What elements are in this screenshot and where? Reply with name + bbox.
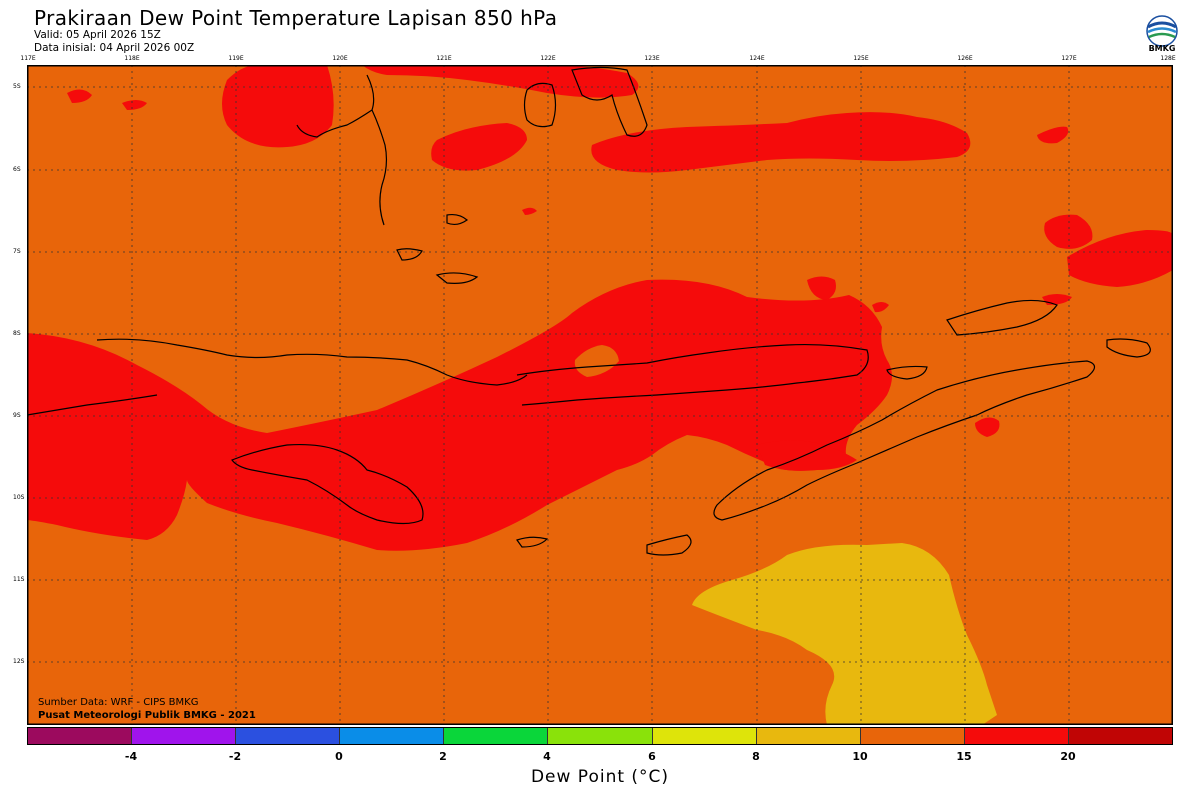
lat-label: 5S [13, 83, 21, 90]
colorbar-segment [652, 728, 757, 744]
colorbar-tick-label: 15 [956, 750, 972, 763]
alor-coast [886, 365, 928, 380]
colorbar [27, 727, 1173, 745]
lat-label: 7S [13, 248, 21, 255]
colorbar-tick-label: 4 [543, 750, 551, 763]
dewpoint-8-10-region [692, 543, 997, 725]
lat-label: 8S [13, 330, 21, 337]
lon-label: 123E [644, 55, 660, 62]
colorbar-tick-label: 0 [335, 750, 343, 763]
flores-sea-islands [396, 213, 479, 284]
colorbar-segment [444, 728, 549, 744]
colorbar-tick-label: 20 [1060, 750, 1076, 763]
kisar-coast [1106, 338, 1151, 358]
lon-label: 126E [957, 55, 973, 62]
colorbar-tick-label: -4 [124, 750, 138, 763]
colorbar-segment [1068, 728, 1173, 744]
sulawesi-coast [296, 74, 388, 226]
colorbar-tick-label: 2 [439, 750, 447, 763]
colorbar-tick-label: 10 [852, 750, 868, 763]
lon-label: 118E [124, 55, 140, 62]
lon-label: 122E [540, 55, 556, 62]
map-graticule [27, 65, 1173, 725]
lon-label: 125E [853, 55, 869, 62]
lon-label: 124E [749, 55, 765, 62]
colorbar-tick-label: 8 [752, 750, 760, 763]
colorbar-tick-label: -2 [228, 750, 242, 763]
data-source-credit: Sumber Data: WRF - CIPS BMKG [38, 697, 199, 708]
organization-credit: Pusat Meteorologi Publik BMKG - 2021 [38, 710, 256, 721]
sumba-coast [231, 443, 424, 525]
lat-label: 10S [13, 494, 25, 501]
colorbar-segment [756, 728, 861, 744]
colorbar-segment [28, 728, 133, 744]
lon-label: 127E [1061, 55, 1077, 62]
buton-coast [523, 82, 557, 128]
lat-label: 9S [13, 412, 21, 419]
colorbar-segment [340, 728, 445, 744]
bmkg-logo-icon [1146, 15, 1178, 47]
lon-label: 120E [332, 55, 348, 62]
rote-sawu-coast [516, 534, 692, 556]
lat-label: 6S [13, 166, 21, 173]
lon-label: 121E [436, 55, 452, 62]
lon-label: 119E [228, 55, 244, 62]
logo-text: BMKG [1148, 44, 1176, 53]
wetar-coast [946, 299, 1058, 336]
lon-label: 128E [1160, 55, 1176, 62]
valid-time: Valid: 05 April 2026 15Z [34, 29, 161, 41]
colorbar-segment [236, 728, 341, 744]
lombok-sumbawa-coast [27, 338, 528, 416]
page-title: Prakiraan Dew Point Temperature Lapisan … [34, 6, 558, 30]
colorbar-tick-label: 6 [648, 750, 656, 763]
colorbar-segment [548, 728, 653, 744]
lat-label: 11S [13, 576, 25, 583]
banggai-coast [571, 66, 648, 137]
colorbar-title: Dew Point (°C) [530, 767, 670, 787]
coastlines [27, 66, 1151, 556]
lon-label: 117E [20, 55, 36, 62]
initial-data-time: Data inisial: 04 April 2026 00Z [34, 42, 195, 54]
dew-point-map [27, 65, 1173, 725]
colorbar-segment [132, 728, 237, 744]
colorbar-segment [860, 728, 965, 744]
colorbar-segment [964, 728, 1069, 744]
flores-coast [516, 343, 869, 406]
lat-label: 12S [13, 658, 25, 665]
timor-coast [713, 360, 1096, 521]
dewpoint-15-20-regions [27, 65, 1173, 551]
